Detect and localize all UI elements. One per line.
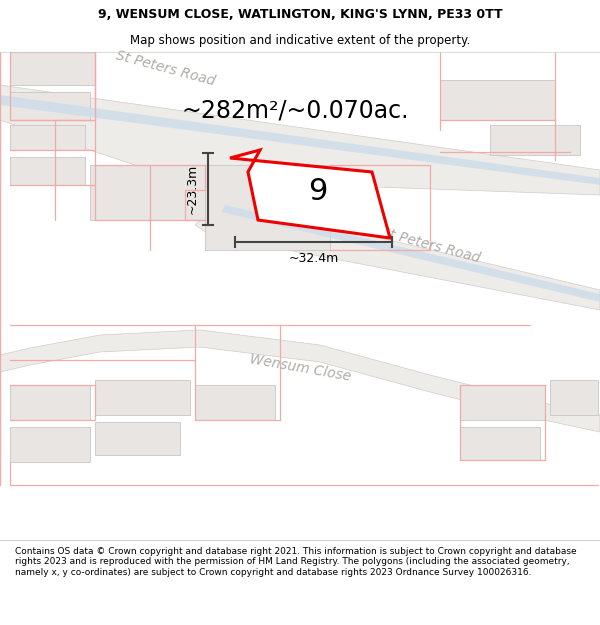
Polygon shape (550, 380, 598, 415)
Polygon shape (10, 92, 90, 120)
Polygon shape (0, 85, 600, 195)
Polygon shape (90, 165, 205, 220)
Polygon shape (460, 427, 540, 460)
Text: ~282m²/~0.070ac.: ~282m²/~0.070ac. (181, 98, 409, 122)
Polygon shape (0, 95, 600, 185)
Polygon shape (222, 205, 600, 302)
Polygon shape (10, 52, 95, 85)
Polygon shape (440, 80, 555, 120)
Polygon shape (195, 200, 600, 310)
Text: ~32.4m: ~32.4m (289, 251, 338, 264)
Polygon shape (95, 380, 190, 415)
Polygon shape (95, 422, 180, 455)
Text: St Peters Road: St Peters Road (114, 48, 216, 88)
Text: 9: 9 (308, 177, 328, 206)
Text: 9, WENSUM CLOSE, WATLINGTON, KING'S LYNN, PE33 0TT: 9, WENSUM CLOSE, WATLINGTON, KING'S LYNN… (98, 8, 502, 21)
Polygon shape (10, 157, 85, 185)
Polygon shape (490, 125, 580, 155)
Polygon shape (10, 125, 85, 150)
Polygon shape (460, 385, 545, 420)
Text: Wensum Close: Wensum Close (248, 352, 352, 384)
Polygon shape (10, 427, 90, 462)
Text: Contains OS data © Crown copyright and database right 2021. This information is : Contains OS data © Crown copyright and d… (15, 547, 577, 577)
Polygon shape (0, 330, 600, 432)
Polygon shape (10, 385, 90, 420)
Polygon shape (195, 385, 275, 420)
Text: ~23.3m: ~23.3m (185, 164, 199, 214)
Text: Map shows position and indicative extent of the property.: Map shows position and indicative extent… (130, 34, 470, 47)
Text: St Peters Road: St Peters Road (379, 225, 481, 265)
Polygon shape (205, 165, 330, 250)
Polygon shape (230, 150, 390, 238)
